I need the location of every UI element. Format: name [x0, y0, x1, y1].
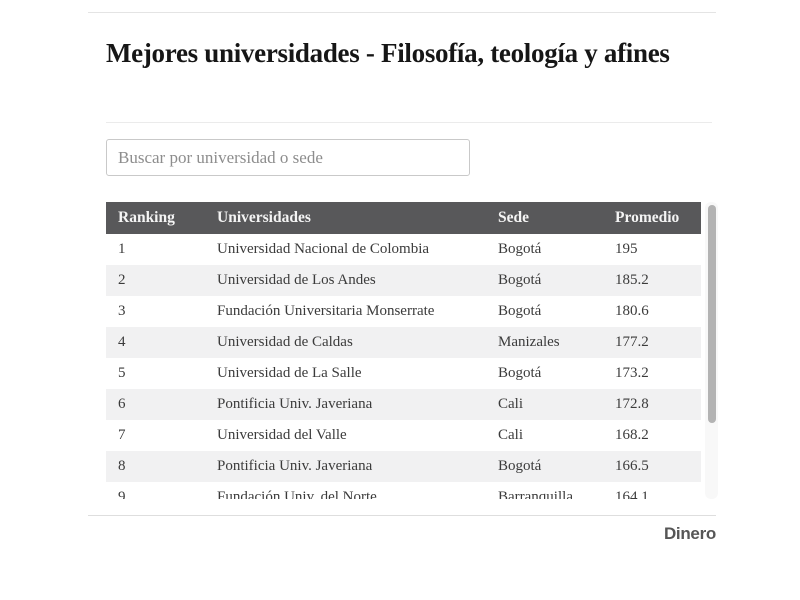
cell-promedio: 173.2	[603, 358, 701, 389]
search-input[interactable]	[106, 139, 470, 176]
dinero-logo: Dinero	[663, 524, 716, 543]
table-row: 5 Universidad de La Salle Bogotá 173.2	[106, 358, 701, 389]
cell-ranking: 7	[106, 420, 205, 451]
cell-ranking: 6	[106, 389, 205, 420]
cell-sede: Cali	[486, 389, 603, 420]
title-divider	[106, 122, 712, 123]
cell-ranking: 9	[106, 482, 205, 499]
cell-sede: Bogotá	[486, 234, 603, 265]
cell-promedio: 172.8	[603, 389, 701, 420]
cell-university: Pontificia Univ. Javeriana	[205, 389, 486, 420]
ranking-table-container: Ranking Universidades Sede Promedio 1 Uni…	[106, 202, 718, 499]
cell-promedio: 168.2	[603, 420, 701, 451]
cell-promedio: 164.1	[603, 482, 701, 499]
cell-promedio: 166.5	[603, 451, 701, 482]
cell-ranking: 4	[106, 327, 205, 358]
table-header: Ranking Universidades Sede Promedio	[106, 202, 701, 234]
column-header-ranking: Ranking	[106, 202, 205, 234]
cell-university: Universidad de La Salle	[205, 358, 486, 389]
cell-ranking: 1	[106, 234, 205, 265]
cell-ranking: 5	[106, 358, 205, 389]
table-row: 9 Fundación Univ. del Norte Barranquilla 16…	[106, 482, 701, 499]
ranking-table: Ranking Universidades Sede Promedio 1 Uni…	[106, 202, 701, 499]
column-header-sede: Sede	[486, 202, 603, 234]
cell-university: Fundación Universitaria Monserrate	[205, 296, 486, 327]
table-row: 2 Universidad de Los Andes Bogotá 185.2	[106, 265, 701, 296]
table-row: 7 Universidad del Valle Cali 168.2	[106, 420, 701, 451]
table-row: 1 Universidad Nacional de Colombia Bogotá 1…	[106, 234, 701, 265]
cell-sede: Barranquilla	[486, 482, 603, 499]
cell-promedio: 180.6	[603, 296, 701, 327]
cell-university: Universidad de Caldas	[205, 327, 486, 358]
cell-university: Fundación Univ. del Norte	[205, 482, 486, 499]
column-header-promedio: Promedio	[603, 202, 701, 234]
cell-university: Pontificia Univ. Javeriana	[205, 451, 486, 482]
cell-ranking: 3	[106, 296, 205, 327]
cell-ranking: 8	[106, 451, 205, 482]
footer-divider	[88, 515, 716, 516]
cell-university: Universidad del Valle	[205, 420, 486, 451]
cell-sede: Bogotá	[486, 451, 603, 482]
table-row: 6 Pontificia Univ. Javeriana Cali 172.8	[106, 389, 701, 420]
cell-ranking: 2	[106, 265, 205, 296]
table-row: 8 Pontificia Univ. Javeriana Bogotá 166.5	[106, 451, 701, 482]
page-title: Mejores universidades - Filosofía, teolo…	[106, 38, 670, 68]
table-body: 1 Universidad Nacional de Colombia Bogotá 1…	[106, 234, 701, 499]
table-row: 3 Fundación Universitaria Monserrate Bogot…	[106, 296, 701, 327]
cell-sede: Bogotá	[486, 358, 603, 389]
column-header-universidades: Universidades	[205, 202, 486, 234]
top-divider	[88, 12, 716, 13]
ranking-table-scroll-area: Ranking Universidades Sede Promedio 1 Uni…	[106, 202, 701, 499]
cell-sede: Bogotá	[486, 296, 603, 327]
cell-promedio: 185.2	[603, 265, 701, 296]
table-header-row: Ranking Universidades Sede Promedio	[106, 202, 701, 234]
cell-sede: Cali	[486, 420, 603, 451]
scrollbar-thumb[interactable]	[707, 205, 716, 423]
cell-promedio: 195	[603, 234, 701, 265]
cell-university: Universidad de Los Andes	[205, 265, 486, 296]
cell-promedio: 177.2	[603, 327, 701, 358]
cell-university: Universidad Nacional de Colombia	[205, 234, 486, 265]
table-scrollbar[interactable]	[705, 202, 718, 499]
cell-sede: Bogotá	[486, 265, 603, 296]
cell-sede: Manizales	[486, 327, 603, 358]
table-row: 4 Universidad de Caldas Manizales 177.2	[106, 327, 701, 358]
